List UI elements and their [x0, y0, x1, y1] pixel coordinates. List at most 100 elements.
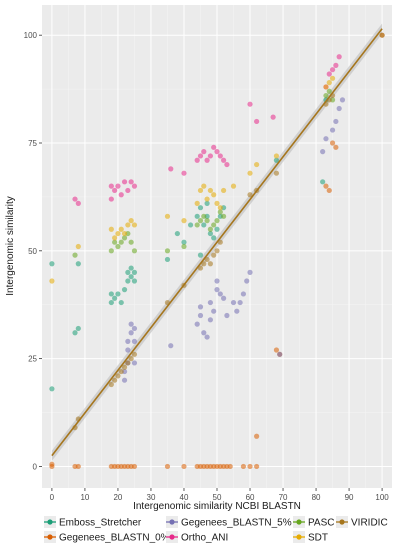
data-points	[49, 32, 385, 470]
point-pasc	[108, 248, 114, 254]
point-gegenees-blastn-5	[237, 299, 243, 306]
legend-key-dot	[339, 519, 345, 525]
legend-key-dot	[47, 519, 53, 525]
point-gegenees-blastn-5	[339, 97, 346, 103]
point-viridic	[201, 261, 207, 267]
legend-label: PASC	[308, 518, 335, 529]
y-tick-label: 0	[33, 462, 38, 471]
x-tick-label: 60	[246, 493, 255, 502]
legend-label: Ortho_ANI	[181, 533, 228, 544]
x-tick-label: 10	[80, 493, 89, 502]
point-pasc	[121, 235, 128, 241]
point-sdt	[125, 222, 131, 228]
point-sdt	[108, 226, 114, 232]
point-gegenees-blastn-5	[230, 299, 237, 306]
point-ortho-ani	[217, 153, 223, 159]
point-viridic	[112, 377, 118, 383]
trend-line-layer	[51, 28, 383, 457]
point-pasc	[72, 252, 78, 258]
point-gegenees-blastn-5	[207, 317, 213, 323]
point-emboss-stretcher	[211, 235, 217, 241]
point-pasc	[164, 248, 171, 254]
point-emboss-stretcher	[75, 325, 81, 332]
point-emboss-stretcher	[112, 295, 118, 301]
point-sdt	[121, 230, 128, 237]
x-axis-ticks: 0 10 20 30 40 50 60 70 80 90 100	[50, 488, 389, 502]
point-gegenees-blastn-5	[329, 127, 336, 133]
y-tick-label: 100	[24, 31, 38, 40]
point-emboss-stretcher	[164, 256, 171, 263]
point-sdt	[254, 161, 260, 168]
point-gegenees-blastn-5	[234, 308, 240, 314]
point-ortho-ani	[211, 144, 217, 150]
point-viridic	[115, 373, 121, 379]
point-sdt	[230, 183, 237, 189]
point-ortho-ani	[204, 157, 210, 163]
legend-key-dot	[169, 519, 175, 525]
point-gegenees-blastn-5	[277, 351, 283, 357]
point-emboss-stretcher	[108, 291, 114, 297]
point-sdt	[329, 75, 336, 81]
point-emboss-stretcher	[125, 269, 131, 275]
point-gegenees-blastn-0	[323, 183, 329, 189]
point-sdt	[115, 230, 121, 237]
point-ortho-ani	[214, 149, 220, 155]
point-sdt	[128, 218, 134, 224]
point-emboss-stretcher	[320, 179, 326, 185]
point-ortho-ani	[201, 149, 207, 155]
point-viridic	[379, 32, 385, 38]
trend-line	[51, 28, 383, 457]
point-emboss-stretcher	[72, 330, 78, 336]
point-ortho-ani	[197, 153, 204, 159]
x-tick-label: 40	[180, 493, 189, 502]
point-pasc	[326, 88, 332, 94]
point-gegenees-blastn-0	[181, 463, 187, 470]
point-sdt	[273, 153, 280, 159]
point-gegenees-blastn-5	[131, 325, 138, 332]
point-gegenees-blastn-5	[128, 321, 134, 327]
legend: Emboss_Stretcher Gegenees_BLASTN_0% Gegene…	[44, 516, 388, 544]
point-ortho-ani	[108, 183, 114, 189]
point-viridic	[197, 265, 204, 271]
point-sdt	[197, 187, 204, 194]
point-emboss-stretcher	[273, 157, 280, 163]
point-sdt	[323, 84, 329, 90]
point-gegenees-blastn-5	[207, 299, 213, 306]
point-gegenees-blastn-0	[273, 347, 280, 353]
legend-key-dot	[296, 534, 302, 540]
x-axis-title: Intergenomic similarity NCBI BLASTN	[133, 501, 301, 512]
point-sdt	[221, 187, 227, 194]
point-emboss-stretcher	[115, 291, 121, 297]
legend-item-ortho-ani: Ortho_ANI	[166, 531, 228, 544]
point-ortho-ani	[336, 54, 342, 60]
point-gegenees-blastn-0	[254, 463, 260, 470]
point-viridic	[131, 351, 138, 357]
point-pasc	[197, 218, 204, 224]
point-viridic	[125, 360, 131, 366]
point-sdt	[217, 205, 223, 211]
point-gegenees-blastn-5	[221, 295, 227, 301]
point-gegenees-blastn-0	[333, 144, 339, 150]
point-ortho-ani	[221, 157, 227, 163]
point-gegenees-blastn-5	[323, 136, 329, 142]
point-gegenees-blastn-5	[201, 330, 207, 336]
point-pasc	[194, 222, 200, 228]
point-emboss-stretcher	[108, 299, 114, 306]
point-emboss-stretcher	[128, 265, 134, 271]
x-tick-label: 100	[375, 493, 389, 502]
point-viridic	[207, 261, 213, 267]
point-sdt	[194, 200, 200, 206]
point-gegenees-blastn-0	[164, 463, 171, 470]
point-ortho-ani	[108, 196, 114, 202]
point-gegenees-blastn-0	[247, 463, 253, 470]
point-ortho-ani	[125, 187, 131, 194]
point-gegenees-blastn-0	[254, 433, 260, 439]
point-viridic	[273, 170, 280, 176]
legend-key-dot	[169, 534, 175, 540]
legend-key-dot	[296, 519, 302, 525]
point-viridic	[128, 356, 134, 362]
point-sdt	[247, 170, 253, 176]
point-sdt	[201, 183, 207, 189]
point-sdt	[112, 235, 118, 241]
point-viridic	[108, 381, 114, 388]
